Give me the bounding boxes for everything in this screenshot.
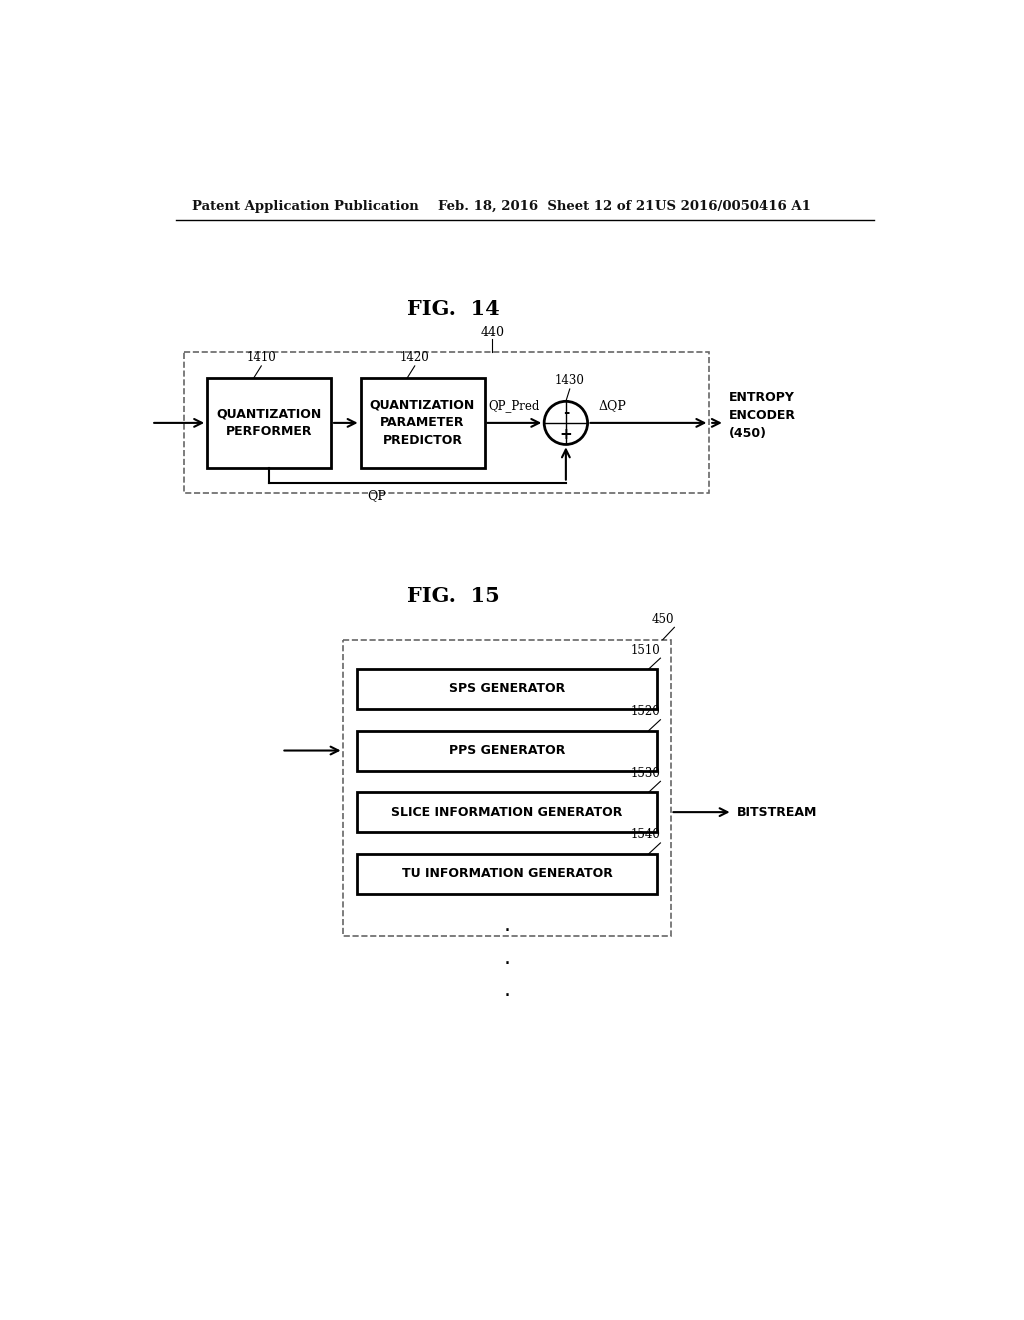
Text: SLICE INFORMATION GENERATOR: SLICE INFORMATION GENERATOR	[391, 805, 623, 818]
Text: Patent Application Publication: Patent Application Publication	[191, 199, 418, 213]
Text: QUANTIZATION
PERFORMER: QUANTIZATION PERFORMER	[216, 408, 322, 438]
Text: ΔQP: ΔQP	[598, 399, 627, 412]
Text: PPS GENERATOR: PPS GENERATOR	[449, 744, 565, 758]
Text: Feb. 18, 2016  Sheet 12 of 21: Feb. 18, 2016 Sheet 12 of 21	[438, 199, 654, 213]
Text: US 2016/0050416 A1: US 2016/0050416 A1	[655, 199, 811, 213]
Text: 1410: 1410	[247, 351, 276, 364]
Text: QUANTIZATION
PARAMETER
PREDICTOR: QUANTIZATION PARAMETER PREDICTOR	[370, 399, 475, 447]
Bar	[357, 854, 656, 894]
Circle shape	[544, 401, 588, 445]
Text: 1510: 1510	[631, 644, 660, 656]
Bar	[360, 379, 484, 467]
Text: BITSTREAM: BITSTREAM	[736, 805, 817, 818]
Text: +: +	[559, 428, 572, 442]
Text: 440: 440	[480, 326, 504, 339]
Text: 1540: 1540	[631, 829, 660, 841]
Text: FIG.  15: FIG. 15	[408, 586, 500, 606]
Text: ·
·
·: · · ·	[504, 921, 511, 1006]
Text: FIG.  14: FIG. 14	[408, 298, 500, 318]
Text: QP: QP	[368, 488, 386, 502]
Bar	[183, 352, 710, 494]
Text: QP_Pred: QP_Pred	[488, 399, 540, 412]
Text: -: -	[562, 405, 569, 420]
Text: ENTROPY
ENCODER
(450): ENTROPY ENCODER (450)	[729, 391, 796, 440]
Bar	[357, 730, 656, 771]
Bar	[207, 379, 331, 467]
Text: 1530: 1530	[631, 767, 660, 780]
Text: TU INFORMATION GENERATOR: TU INFORMATION GENERATOR	[401, 867, 612, 880]
Text: 1430: 1430	[555, 375, 585, 388]
Bar	[343, 640, 671, 936]
Text: 1420: 1420	[400, 351, 430, 364]
Bar	[357, 792, 656, 832]
Bar	[357, 669, 656, 709]
Text: SPS GENERATOR: SPS GENERATOR	[449, 682, 565, 696]
Text: 1520: 1520	[631, 705, 660, 718]
Text: 450: 450	[652, 612, 675, 626]
